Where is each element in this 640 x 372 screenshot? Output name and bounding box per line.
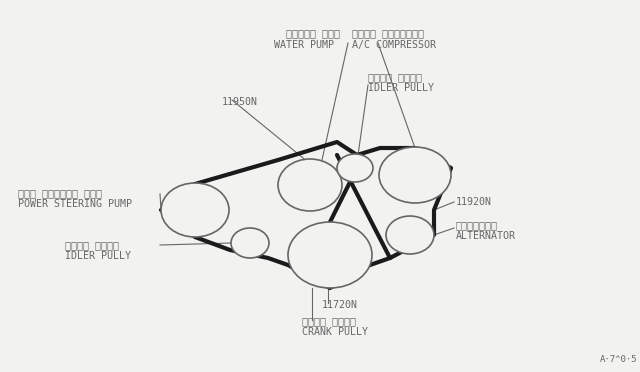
Text: ウォーター ポンプ  エアコン コンプレッサー: ウォーター ポンプ エアコン コンプレッサー [286, 28, 424, 38]
Text: CRANK PULLY: CRANK PULLY [302, 327, 368, 337]
Text: アイドラ プーリー: アイドラ プーリー [368, 72, 422, 82]
Text: WATER PUMP   A/C COMPRESSOR: WATER PUMP A/C COMPRESSOR [274, 40, 436, 50]
Ellipse shape [231, 228, 269, 258]
Text: アイドラ プーリー: アイドラ プーリー [65, 240, 119, 250]
Ellipse shape [161, 183, 229, 237]
Ellipse shape [288, 222, 372, 288]
Text: クランク プーリー: クランク プーリー [302, 316, 356, 326]
Text: 11920N: 11920N [456, 197, 492, 207]
Text: 11950N: 11950N [222, 97, 258, 107]
Text: POWER STEERING PUMP: POWER STEERING PUMP [18, 199, 132, 209]
Text: オルタネーター: オルタネーター [456, 220, 498, 230]
Ellipse shape [278, 159, 342, 211]
Ellipse shape [386, 216, 434, 254]
Ellipse shape [379, 147, 451, 203]
Text: 11720N: 11720N [322, 300, 358, 310]
Text: ALTERNATOR: ALTERNATOR [456, 231, 516, 241]
Text: IDLER PULLY: IDLER PULLY [65, 251, 131, 261]
Text: IDLER PULLY: IDLER PULLY [368, 83, 434, 93]
Text: パワー ステアリング ポンプ: パワー ステアリング ポンプ [18, 188, 102, 198]
Ellipse shape [337, 154, 373, 182]
Text: A·7^0·5: A·7^0·5 [600, 355, 637, 364]
